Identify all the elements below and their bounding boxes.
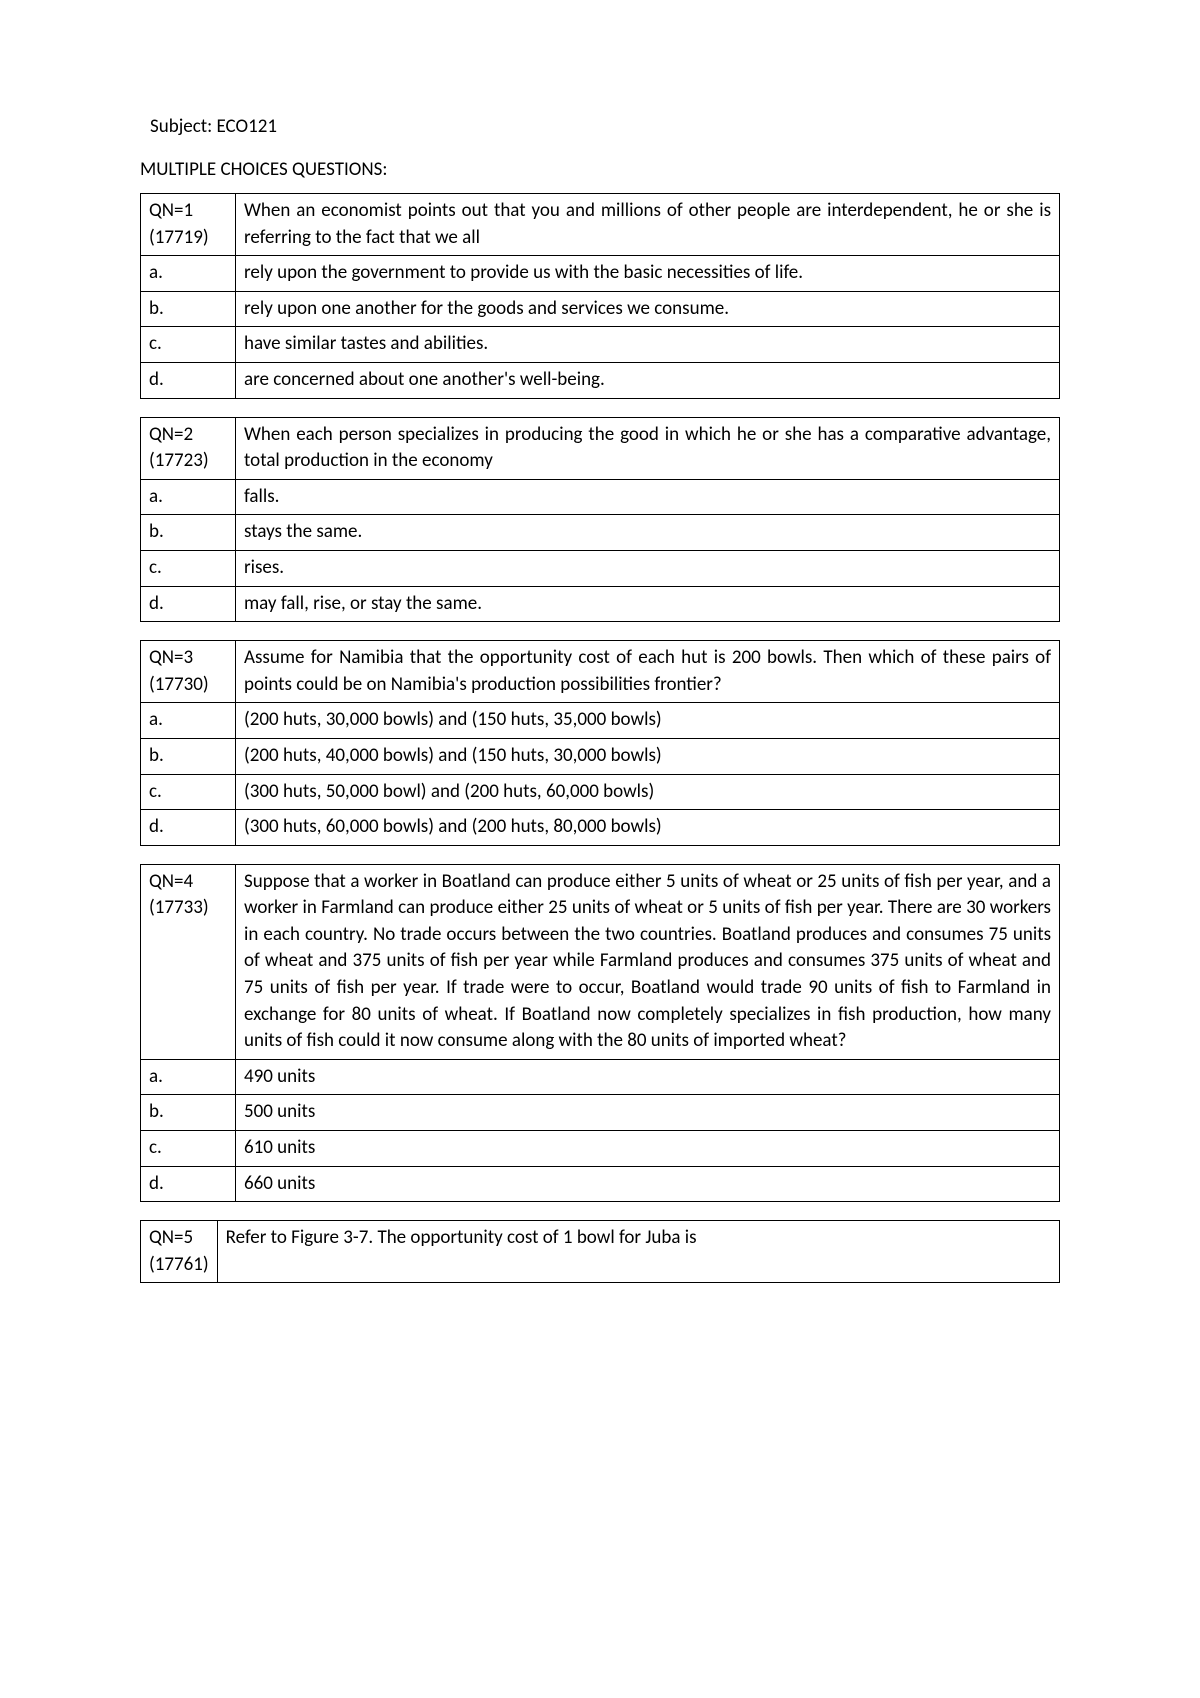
q3-option-a-label: a. (141, 703, 236, 739)
q3-option-d-label: d. (141, 810, 236, 846)
q4-option-b: 500 units (236, 1095, 1060, 1131)
q4-option-a-label: a. (141, 1059, 236, 1095)
q1-option-b-label: b. (141, 291, 236, 327)
q2-option-c: rises. (236, 550, 1060, 586)
q2-option-a-label: a. (141, 479, 236, 515)
q4-option-d: 660 units (236, 1166, 1060, 1202)
question-1-table: QN=1 (17719) When an economist points ou… (140, 193, 1060, 399)
q1-option-d: are concerned about one another's well-b… (236, 362, 1060, 398)
q1-label: QN=1 (17719) (141, 194, 236, 256)
q3-option-a: (200 huts, 30,000 bowls) and (150 huts, … (236, 703, 1060, 739)
q4-option-a: 490 units (236, 1059, 1060, 1095)
q3-option-b: (200 huts, 40,000 bowls) and (150 huts, … (236, 738, 1060, 774)
q5-question: Refer to Figure 3-7. The opportunity cos… (217, 1221, 1059, 1283)
q2-option-b-label: b. (141, 515, 236, 551)
q2-option-a: falls. (236, 479, 1060, 515)
q4-option-c: 610 units (236, 1131, 1060, 1167)
q2-option-d-label: d. (141, 586, 236, 622)
q4-question: Suppose that a worker in Boatland can pr… (236, 864, 1060, 1059)
q1-option-a: rely upon the government to provide us w… (236, 256, 1060, 292)
q3-label: QN=3 (17730) (141, 641, 236, 703)
q4-option-d-label: d. (141, 1166, 236, 1202)
q3-option-c: (300 huts, 50,000 bowl) and (200 huts, 6… (236, 774, 1060, 810)
question-5-table: QN=5 (17761) Refer to Figure 3-7. The op… (140, 1220, 1060, 1283)
q4-label: QN=4 (17733) (141, 864, 236, 1059)
q2-option-d: may fall, rise, or stay the same. (236, 586, 1060, 622)
q2-option-c-label: c. (141, 550, 236, 586)
question-3-table: QN=3 (17730) Assume for Namibia that the… (140, 640, 1060, 846)
q3-question: Assume for Namibia that the opportunity … (236, 641, 1060, 703)
q5-label: QN=5 (17761) (141, 1221, 218, 1283)
q1-option-a-label: a. (141, 256, 236, 292)
q4-option-c-label: c. (141, 1131, 236, 1167)
q1-question: When an economist points out that you an… (236, 194, 1060, 256)
question-4-table: QN=4 (17733) Suppose that a worker in Bo… (140, 864, 1060, 1203)
q1-option-c: have similar tastes and abilities. (236, 327, 1060, 363)
q2-option-b: stays the same. (236, 515, 1060, 551)
q3-option-b-label: b. (141, 738, 236, 774)
subject-line: Subject: ECO121 (140, 115, 1060, 138)
q3-option-d: (300 huts, 60,000 bowls) and (200 huts, … (236, 810, 1060, 846)
q3-option-c-label: c. (141, 774, 236, 810)
q1-option-c-label: c. (141, 327, 236, 363)
q1-option-b: rely upon one another for the goods and … (236, 291, 1060, 327)
q1-option-d-label: d. (141, 362, 236, 398)
q2-label: QN=2 (17723) (141, 417, 236, 479)
question-2-table: QN=2 (17723) When each person specialize… (140, 417, 1060, 623)
q2-question: When each person specializes in producin… (236, 417, 1060, 479)
section-title: MULTIPLE CHOICES QUESTIONS: (140, 158, 1060, 181)
q4-option-b-label: b. (141, 1095, 236, 1131)
